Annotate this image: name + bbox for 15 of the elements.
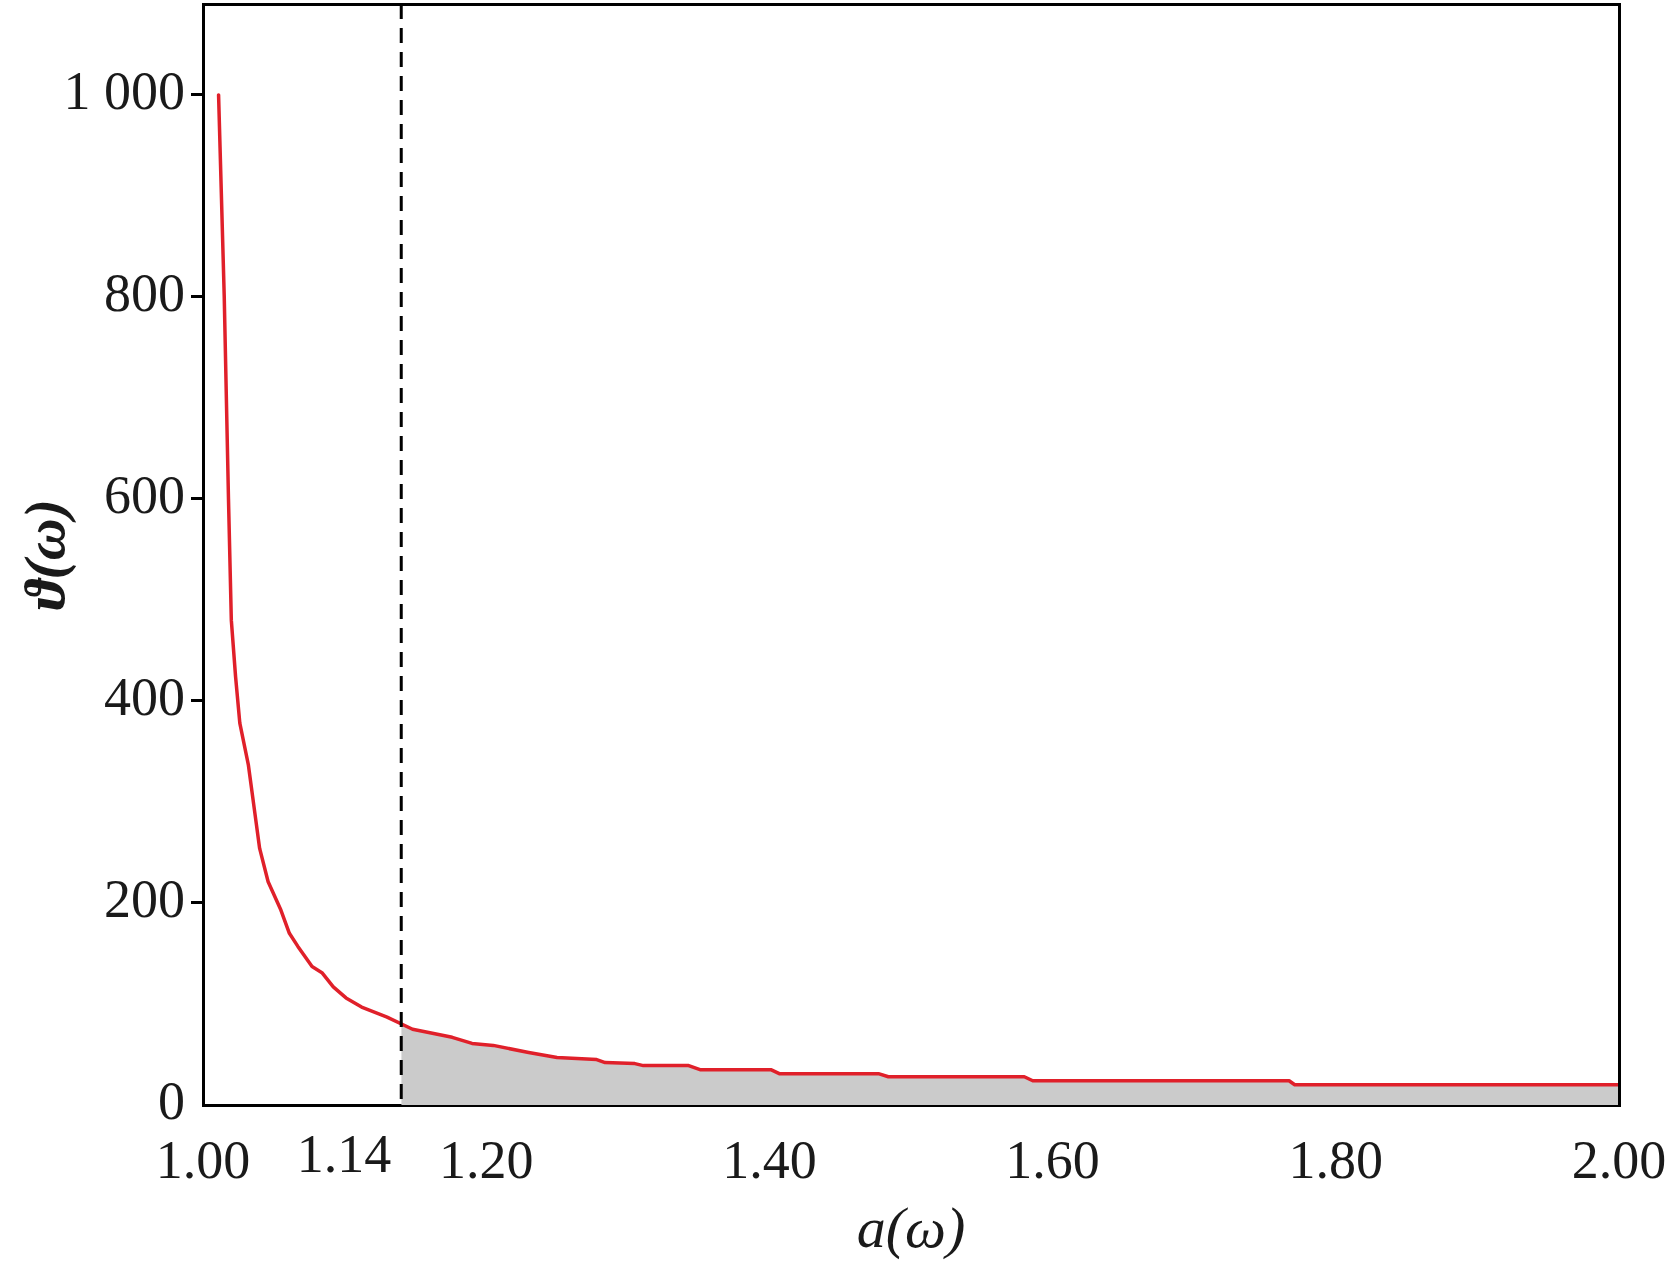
x-tick-label: 1.80 [1288,1129,1384,1190]
x-tick-label: 2.00 [1571,1129,1667,1190]
x-tick-label: 1.60 [1005,1129,1100,1190]
y-tick-label: 600 [104,465,185,526]
y-tick-label: 800 [104,263,185,324]
x-axis-title: a(ω) [856,1195,966,1261]
x-tick-label: 1.00 [155,1129,251,1190]
y-tick-label: 400 [104,667,185,728]
y-tick-label: 1 000 [63,61,185,122]
x-tick-label: 1.20 [438,1129,534,1190]
ref-line-label: 1.14 [296,1124,392,1185]
y-tick-label: 0 [158,1071,185,1132]
x-tick-label: 1.40 [722,1129,817,1190]
y-axis-title: ϑ(ω) [11,498,77,611]
y-tick-label: 200 [104,869,185,930]
